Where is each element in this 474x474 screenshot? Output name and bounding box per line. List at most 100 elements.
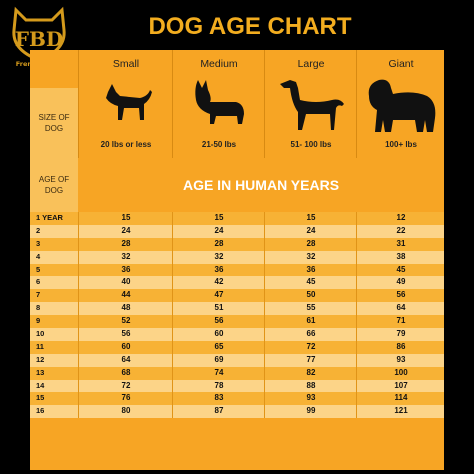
small-dog-years-cell: 32 xyxy=(78,250,173,264)
table-row: 4 32 32 32 38 xyxy=(30,250,444,264)
giant-dog-years-cell: 64 xyxy=(356,302,445,316)
medium-dog-years-cell: 36 xyxy=(172,263,265,277)
medium-dog-years-cell: 51 xyxy=(172,302,265,316)
breed-name: Medium xyxy=(200,58,238,70)
giant-dog-years-cell: 86 xyxy=(356,340,445,354)
large-dog-years-cell: 99 xyxy=(264,405,357,419)
page-title: DOG AGE CHART xyxy=(148,13,352,40)
large-dog-years-cell: 66 xyxy=(264,328,357,341)
small-dog-years-cell: 72 xyxy=(78,379,173,393)
table-row: 5 36 36 36 45 xyxy=(30,263,445,277)
age-cell: 14 xyxy=(36,380,45,390)
large-dog-years-cell: 28 xyxy=(264,237,357,251)
small-dog-years-cell: 24 xyxy=(78,224,173,238)
large-dog-years-cell: 45 xyxy=(264,276,357,290)
table-row: 10 56 60 66 79 xyxy=(30,328,444,341)
age-cell: 16 xyxy=(36,406,45,416)
table-row: 1 YEAR 15 15 15 12 xyxy=(30,212,444,225)
age-cell: 5 xyxy=(36,264,41,274)
age-cell: 11 xyxy=(36,341,44,351)
size-of-dog-label: SIZE OF DOG xyxy=(30,88,78,158)
chart-frame: SIZE OF DOG Small 20 lbs or less Medium … xyxy=(30,50,444,470)
small-dog-years-cell: 60 xyxy=(78,340,173,354)
medium-dog-years-cell: 78 xyxy=(172,379,265,393)
breed-column-medium: Medium 21-50 lbs xyxy=(172,50,265,158)
large-dog-years-cell: 36 xyxy=(264,263,357,277)
giant-dog-years-cell: 121 xyxy=(356,405,445,419)
table-row: 3 28 28 28 31 xyxy=(30,237,444,251)
age-cell: 7 xyxy=(36,290,41,300)
table-row: 2 24 24 24 22 xyxy=(30,224,445,238)
large-dog-years-cell: 50 xyxy=(264,289,357,303)
age-cell: 3 xyxy=(36,238,41,248)
large-dog-years-cell: 88 xyxy=(264,379,357,393)
medium-dog-years-cell: 42 xyxy=(172,276,265,290)
age-of-dog-label: AGE OF DOG xyxy=(30,158,78,212)
large-dog-icon xyxy=(265,74,357,136)
small-dog-years-cell: 64 xyxy=(78,353,173,367)
breed-weight: 20 lbs or less xyxy=(100,140,152,149)
giant-dog-years-cell: 45 xyxy=(356,263,445,277)
giant-dog-years-cell: 93 xyxy=(356,353,445,367)
giant-dog-years-cell: 49 xyxy=(356,276,445,290)
breed-name: Small xyxy=(112,58,140,70)
medium-dog-icon xyxy=(173,74,265,136)
large-dog-years-cell: 72 xyxy=(264,340,357,354)
breed-weight: 21-50 lbs xyxy=(201,140,237,149)
medium-dog-years-cell: 69 xyxy=(172,353,265,367)
medium-dog-years-cell: 47 xyxy=(172,289,265,303)
breed-column-large: Large 51- 100 lbs xyxy=(264,50,357,158)
breed-weight: 100+ lbs xyxy=(385,140,417,149)
giant-dog-years-cell: 56 xyxy=(356,289,445,303)
age-cell: 8 xyxy=(36,303,41,313)
breed-name: Giant xyxy=(388,58,414,70)
table-row: 16 80 87 99 121 xyxy=(30,405,445,419)
small-dog-years-cell: 15 xyxy=(78,212,173,225)
age-cell: 4 xyxy=(36,251,41,261)
small-dog-years-cell: 44 xyxy=(78,289,173,303)
age-table: 1 YEAR 15 15 15 12 2 24 24 24 22 3 28 28 28 31 4 32 32 32 3… xyxy=(30,212,445,419)
medium-dog-years-cell: 74 xyxy=(172,366,265,380)
logo-letters: FBD xyxy=(15,27,63,51)
breed-weight: 51- 100 lbs xyxy=(290,140,332,149)
small-dog-years-cell: 48 xyxy=(78,302,173,316)
table-row: 11 60 65 72 86 xyxy=(30,340,445,354)
medium-dog-years-cell: 28 xyxy=(172,237,265,251)
giant-dog-years-cell: 79 xyxy=(356,328,445,341)
large-dog-years-cell: 61 xyxy=(264,315,357,329)
age-cell: 10 xyxy=(36,329,45,339)
medium-dog-years-cell: 60 xyxy=(172,328,265,341)
table-row: 14 72 78 88 107 xyxy=(30,379,444,393)
table-row: 13 68 74 82 100 xyxy=(30,366,445,380)
giant-dog-years-cell: 114 xyxy=(356,392,445,406)
breed-column-giant: Giant 100+ lbs xyxy=(356,50,445,158)
giant-dog-years-cell: 12 xyxy=(356,212,445,225)
small-dog-years-cell: 36 xyxy=(78,263,173,277)
large-dog-years-cell: 93 xyxy=(264,392,357,406)
medium-dog-years-cell: 24 xyxy=(172,224,265,238)
age-cell: 1 YEAR xyxy=(36,213,63,222)
medium-dog-years-cell: 65 xyxy=(172,340,265,354)
giant-dog-years-cell: 100 xyxy=(356,366,445,380)
medium-dog-years-cell: 32 xyxy=(172,250,265,264)
medium-dog-years-cell: 83 xyxy=(172,392,265,406)
table-row: 9 52 56 61 71 xyxy=(30,315,444,329)
large-dog-years-cell: 55 xyxy=(264,302,357,316)
age-cell: 15 xyxy=(36,393,45,403)
human-years-title: AGE IN HUMAN YEARS xyxy=(182,177,340,193)
age-cell: 13 xyxy=(36,367,45,377)
giant-dog-years-cell: 22 xyxy=(356,224,445,238)
medium-dog-years-cell: 87 xyxy=(172,405,265,419)
large-dog-years-cell: 15 xyxy=(264,212,357,225)
table-row: 7 44 47 50 56 xyxy=(30,289,445,303)
breed-column-small: Small 20 lbs or less xyxy=(78,50,173,158)
breed-name: Large xyxy=(297,58,325,70)
size-header-row: SIZE OF DOG Small 20 lbs or less Medium … xyxy=(30,50,444,158)
table-row: 6 40 42 45 49 xyxy=(30,276,445,290)
table-row: 15 76 83 93 114 xyxy=(30,392,445,406)
table-row: 8 48 51 55 64 xyxy=(30,302,445,316)
age-cell: 12 xyxy=(36,354,45,364)
table-row: 12 64 69 77 93 xyxy=(30,353,445,367)
large-dog-years-cell: 32 xyxy=(264,250,357,264)
medium-dog-years-cell: 56 xyxy=(172,315,265,329)
